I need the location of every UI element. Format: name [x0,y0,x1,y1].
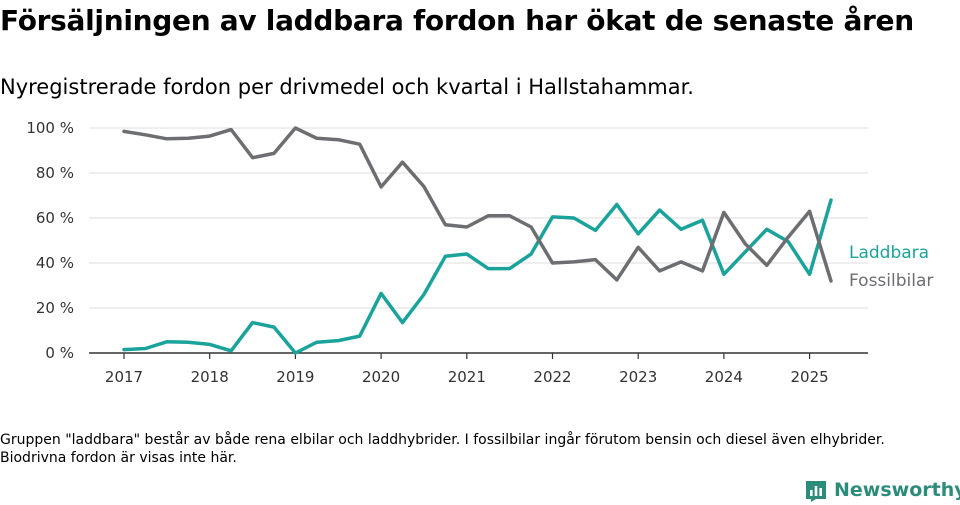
chart-title: Försäljningen av laddbara fordon har öka… [0,4,914,37]
x-tick-label: 2025 [791,368,829,386]
y-tick-label: 80 % [36,164,74,182]
series-lines [122,126,833,355]
x-tick-label: 2024 [705,368,743,386]
y-tick-label: 60 % [36,209,74,227]
x-tick-label: 2018 [191,368,229,386]
legend-label-laddbara: Laddbara [849,243,929,263]
y-tick-label: 20 % [36,299,74,317]
y-tick-label: 0 % [45,344,74,362]
y-tick-label: 40 % [36,254,74,272]
x-tick-label: 2021 [448,368,486,386]
brand-logo[interactable]: Newsworthy [804,475,960,505]
grid-lines [89,127,868,309]
x-tick-label: 2022 [533,368,571,386]
series-line-fossilbilar [122,126,833,283]
brand-name: Newsworthy [834,479,960,501]
y-axis-labels: 0 % 20 % 40 % 60 % 80 % 100 % [26,119,74,362]
newsworthy-logo-icon [806,481,826,502]
x-tick-label: 2017 [105,368,143,386]
line-chart: 0 % 20 % 40 % 60 % 80 % 100 % 2017 2018 2019 202… [26,119,933,386]
footnote: Gruppen "laddbara" består av både rena e… [0,432,885,466]
chart-subtitle: Nyregistrerade fordon per drivmedel och … [0,75,694,99]
y-tick-label: 100 % [26,119,74,137]
x-tick-label: 2020 [362,368,400,386]
series-line-laddbara [122,198,833,355]
legend: Laddbara Fossilbilar [849,243,933,291]
x-tick-label: 2019 [276,368,314,386]
x-tick-label: 2023 [619,368,657,386]
legend-label-fossilbilar: Fossilbilar [849,271,933,291]
x-axis: 2017 2018 2019 2020 2021 2022 2023 2024 2025 [89,352,868,386]
